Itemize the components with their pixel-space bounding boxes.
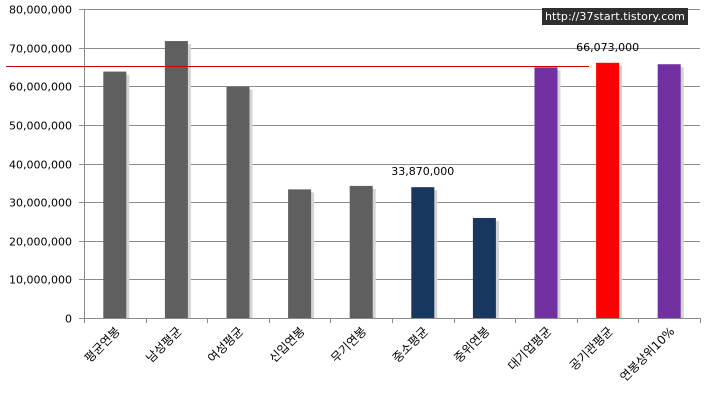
axes: 0 10,000,000 20,000,000 30,000,000 40,000,00… (9, 4, 701, 326)
bar (472, 217, 496, 318)
x-tick-label: 공기관평균 (567, 324, 616, 373)
y-tick-label: 40,000,000 (9, 159, 72, 172)
y-tick-label: 0 (65, 313, 72, 326)
bar (226, 86, 250, 318)
y-tick-label: 30,000,000 (9, 197, 72, 210)
x-tick-label: 중위연봉 (451, 324, 492, 365)
x-tick-label: 남성평균 (143, 324, 184, 365)
bar (349, 185, 373, 318)
y-tick-label: 60,000,000 (9, 81, 72, 94)
x-tick-label: 신입연봉 (267, 324, 308, 365)
x-tick-label: 평균연봉 (82, 324, 123, 365)
data-label: 66,073,000 (576, 41, 639, 54)
y-tick-label: 50,000,000 (9, 120, 72, 133)
bar (164, 41, 188, 319)
bar (288, 189, 312, 318)
bars (103, 41, 684, 319)
x-tick-label: 중소평균 (390, 324, 431, 365)
y-tick-label: 70,000,000 (9, 43, 72, 56)
y-tick-label: 10,000,000 (9, 274, 72, 287)
watermark-label: http://37start.tistory.com (542, 8, 688, 25)
x-tick-label: 연봉상위10% (617, 324, 677, 384)
bar (657, 64, 681, 318)
data-label: 33,870,000 (391, 165, 454, 178)
x-tick-label: 대기업평균 (505, 324, 554, 373)
bar (411, 187, 435, 318)
bar (103, 71, 127, 318)
bar (596, 62, 620, 319)
y-tick-label: 20,000,000 (9, 236, 72, 249)
x-tick-label: 여성평균 (205, 324, 246, 365)
x-tick-label: 무기연봉 (328, 324, 369, 365)
y-tick-label: 80,000,000 (9, 4, 72, 17)
bar (534, 67, 558, 318)
